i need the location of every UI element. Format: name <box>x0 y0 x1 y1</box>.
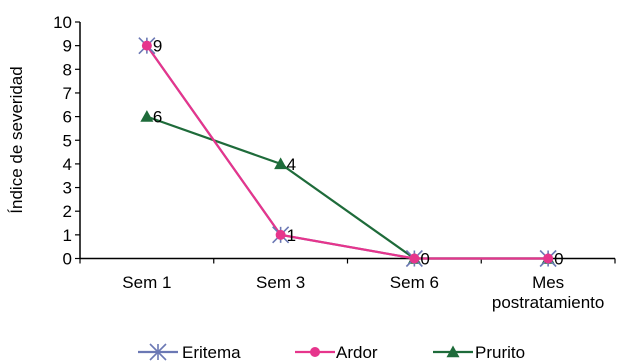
legend-item-prurito: Prurito <box>433 343 525 361</box>
y-axis-title-group: Índice de severidad <box>7 66 26 213</box>
y-tick-label: 3 <box>63 179 72 198</box>
legend-marker <box>446 345 460 358</box>
y-tick-label: 8 <box>63 60 72 79</box>
y-tick-label: 1 <box>63 226 72 245</box>
data-label: 1 <box>287 226 296 245</box>
x-axis-ticks: Sem 1 Sem 3 Sem 6 Mes postratamiento <box>79 258 616 312</box>
series-lines <box>145 45 549 260</box>
data-labels: 9 6 4 1 0 0 <box>153 37 564 269</box>
y-axis-title: Índice de severidad <box>7 66 26 213</box>
x-tick-label-line: Sem 3 <box>256 273 305 292</box>
y-tick-label: 10 <box>53 13 72 32</box>
x-tick-label: Sem 1 <box>122 273 171 292</box>
data-label: 9 <box>153 37 162 56</box>
data-label: 6 <box>153 108 162 127</box>
data-label: 0 <box>420 250 429 269</box>
x-tick-label-line: Mes <box>532 273 564 292</box>
data-label: 0 <box>554 250 563 269</box>
x-tick-label: Sem 3 <box>256 273 305 292</box>
legend-label: Prurito <box>475 343 525 361</box>
y-axis-ticks: 0 1 2 3 4 5 6 7 8 9 10 <box>53 13 80 269</box>
legend-marker <box>149 343 167 361</box>
series-markers <box>138 37 557 268</box>
y-tick-label: 2 <box>63 202 72 221</box>
y-tick-label: 9 <box>63 37 72 56</box>
series-line-prurito <box>146 115 549 260</box>
legend-item-eritema: Eritema <box>138 343 241 361</box>
y-tick-label: 0 <box>63 250 72 269</box>
point-prurito <box>274 157 288 170</box>
legend-marker <box>310 347 320 357</box>
y-tick-label: 4 <box>63 155 72 174</box>
y-tick-label: 5 <box>63 131 72 150</box>
point-ardor <box>409 253 420 264</box>
legend-label: Ardor <box>336 343 378 361</box>
legend-item-ardor: Ardor <box>295 343 378 361</box>
y-tick-label: 7 <box>63 84 72 103</box>
point-ardor <box>543 253 554 264</box>
series-line-eritema <box>145 45 549 260</box>
data-label: 4 <box>287 155 296 174</box>
x-tick-label-line: Sem 1 <box>122 273 171 292</box>
legend: Eritema Ardor Prurito <box>138 343 525 361</box>
y-tick-label: 6 <box>63 108 72 127</box>
x-tick-label: Sem 6 <box>390 273 439 292</box>
axes <box>79 22 615 260</box>
x-tick-label: Mes postratamiento <box>492 273 604 312</box>
legend-label: Eritema <box>182 343 241 361</box>
x-tick-label-line: postratamiento <box>492 293 604 312</box>
point-prurito <box>140 110 154 122</box>
point-ardor <box>141 40 152 51</box>
point-ardor <box>275 229 286 240</box>
series-line-ardor <box>145 45 549 260</box>
x-tick-label-line: Sem 6 <box>390 273 439 292</box>
